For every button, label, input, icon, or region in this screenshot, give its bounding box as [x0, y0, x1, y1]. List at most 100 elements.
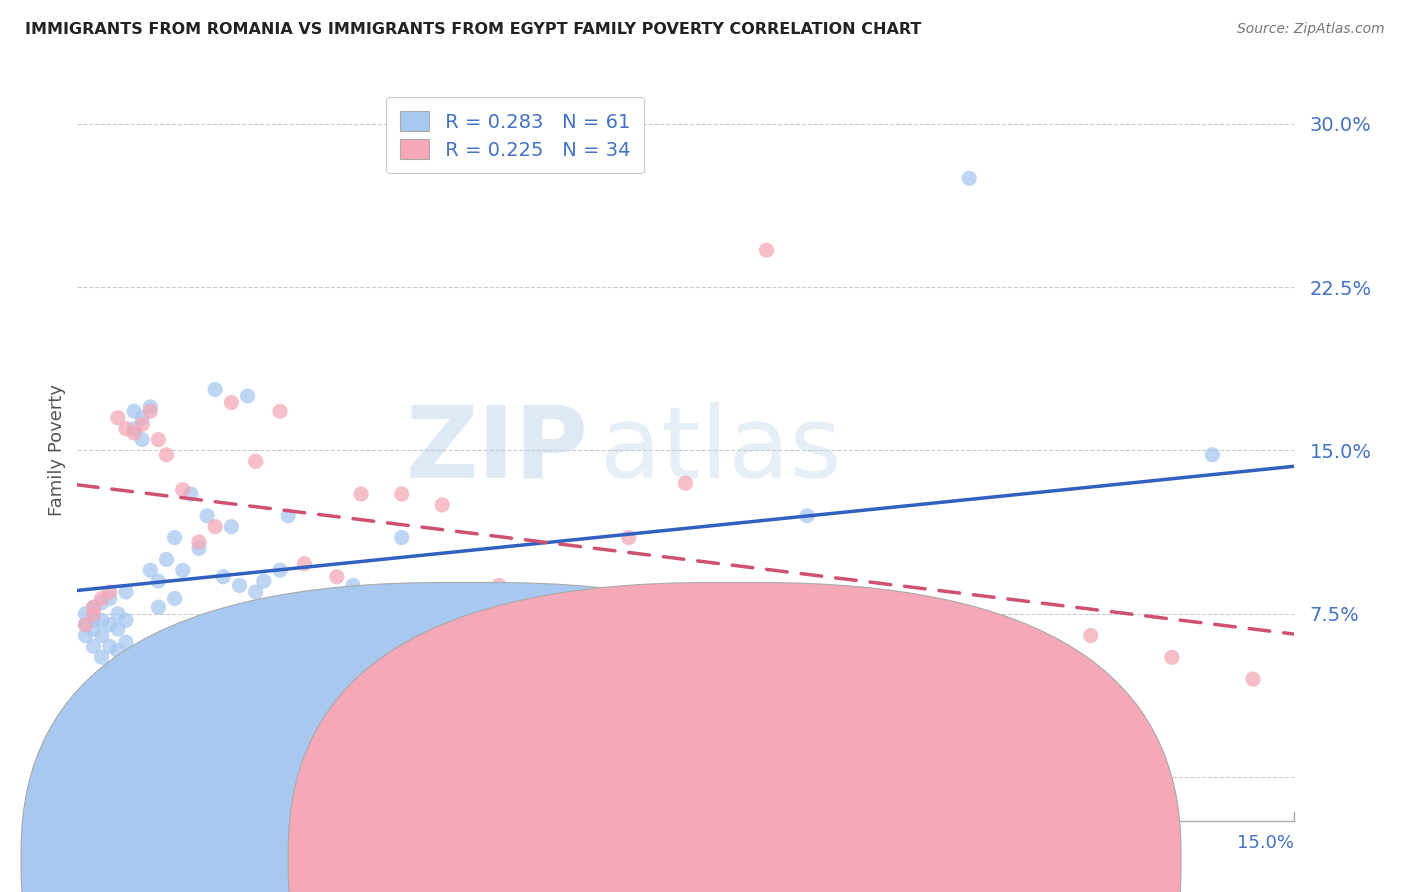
- Point: [188, 541, 211, 556]
- Point: [269, 404, 291, 418]
- Point: [391, 531, 413, 545]
- Point: [350, 487, 373, 501]
- Point: [83, 622, 105, 636]
- Point: [75, 629, 97, 643]
- Point: [148, 433, 170, 447]
- Point: [204, 383, 226, 397]
- Point: [553, 613, 575, 627]
- Point: [326, 629, 349, 643]
- Point: [155, 552, 177, 566]
- Point: [415, 585, 437, 599]
- Point: [90, 596, 112, 610]
- Point: [212, 570, 235, 584]
- Point: [675, 635, 697, 649]
- Point: [90, 629, 112, 643]
- Point: [172, 563, 194, 577]
- Point: [245, 454, 267, 468]
- Point: [292, 557, 315, 571]
- Point: [1241, 672, 1264, 686]
- Point: [115, 422, 138, 436]
- Point: [269, 563, 291, 577]
- Point: [83, 600, 105, 615]
- Point: [75, 617, 97, 632]
- Point: [1161, 650, 1184, 665]
- Point: [277, 508, 299, 523]
- Point: [998, 644, 1021, 658]
- Point: [115, 613, 138, 627]
- Point: [221, 519, 243, 533]
- Point: [139, 400, 162, 414]
- Point: [90, 591, 112, 606]
- Point: [83, 607, 105, 621]
- Point: [172, 483, 194, 497]
- Point: [180, 487, 202, 501]
- Point: [221, 395, 243, 409]
- Point: [957, 171, 980, 186]
- Point: [148, 574, 170, 588]
- Point: [236, 389, 259, 403]
- Point: [755, 243, 778, 257]
- Point: [83, 640, 105, 654]
- Legend:  R = 0.283   N = 61,  R = 0.225   N = 34: R = 0.283 N = 61, R = 0.225 N = 34: [387, 97, 644, 173]
- Point: [391, 487, 413, 501]
- Point: [131, 433, 153, 447]
- Point: [593, 650, 616, 665]
- Point: [122, 404, 145, 418]
- Point: [292, 591, 315, 606]
- Point: [107, 644, 129, 658]
- Point: [918, 635, 941, 649]
- Point: [131, 410, 153, 425]
- Point: [83, 600, 105, 615]
- Point: [75, 607, 97, 621]
- Point: [122, 425, 145, 440]
- Point: [98, 617, 121, 632]
- Point: [107, 607, 129, 621]
- Point: [488, 578, 510, 592]
- Point: [374, 640, 396, 654]
- Point: [131, 417, 153, 432]
- Point: [439, 635, 461, 649]
- Point: [228, 578, 250, 592]
- Point: [98, 640, 121, 654]
- Text: Source: ZipAtlas.com: Source: ZipAtlas.com: [1237, 22, 1385, 37]
- Point: [204, 519, 226, 533]
- Point: [107, 410, 129, 425]
- Point: [309, 600, 332, 615]
- Point: [1201, 448, 1223, 462]
- Point: [122, 422, 145, 436]
- Point: [675, 476, 697, 491]
- Point: [139, 563, 162, 577]
- Point: [155, 448, 177, 462]
- Point: [253, 574, 276, 588]
- Point: [98, 591, 121, 606]
- Point: [553, 679, 575, 693]
- Point: [195, 508, 218, 523]
- Point: [115, 585, 138, 599]
- Point: [83, 613, 105, 627]
- Text: Immigrants from Egypt: Immigrants from Egypt: [697, 849, 905, 867]
- Point: [342, 578, 364, 592]
- Point: [115, 635, 138, 649]
- Point: [837, 635, 859, 649]
- Point: [148, 600, 170, 615]
- Point: [617, 531, 640, 545]
- Point: [1080, 629, 1102, 643]
- Text: Immigrants from Romania: Immigrants from Romania: [416, 849, 652, 867]
- Text: atlas: atlas: [600, 402, 842, 499]
- Point: [188, 535, 211, 549]
- Text: 0.0%: 0.0%: [77, 834, 122, 852]
- Point: [796, 508, 818, 523]
- Point: [163, 531, 186, 545]
- Point: [139, 404, 162, 418]
- Point: [98, 585, 121, 599]
- Point: [75, 617, 97, 632]
- Point: [245, 585, 267, 599]
- Point: [163, 591, 186, 606]
- Text: ZIP: ZIP: [405, 402, 588, 499]
- Point: [90, 613, 112, 627]
- Point: [326, 570, 349, 584]
- Point: [471, 672, 494, 686]
- Point: [359, 613, 381, 627]
- Point: [430, 498, 453, 512]
- Text: IMMIGRANTS FROM ROMANIA VS IMMIGRANTS FROM EGYPT FAMILY POVERTY CORRELATION CHAR: IMMIGRANTS FROM ROMANIA VS IMMIGRANTS FR…: [25, 22, 922, 37]
